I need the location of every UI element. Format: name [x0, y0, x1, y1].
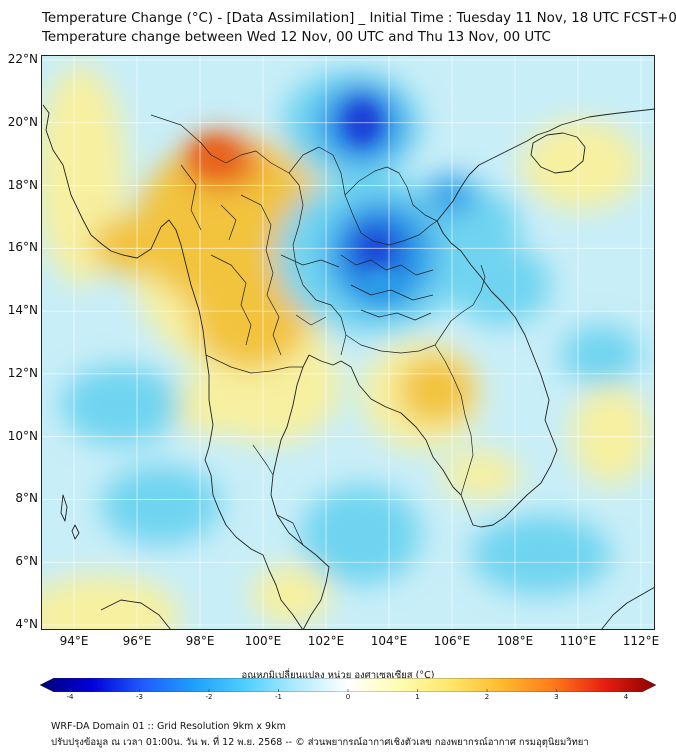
lon-label: 102°E: [307, 634, 345, 648]
lon-label: 104°E: [370, 634, 408, 648]
lon-label: 100°E: [244, 634, 282, 648]
lat-label: 4°N: [15, 617, 38, 631]
lon-label: 98°E: [185, 634, 215, 648]
colorbar-tick-label: -2: [205, 693, 213, 701]
lat-label: 18°N: [7, 177, 38, 192]
colorbar-tick-label: 0: [345, 693, 351, 701]
colorbar-tick-label: -1: [275, 693, 282, 701]
lat-label: 20°N: [7, 114, 38, 129]
lon-label: 96°E: [122, 634, 152, 648]
cold-core-isan: [361, 270, 401, 300]
coastlines: [42, 104, 655, 630]
colorbar-tick-label: 2: [484, 693, 490, 701]
colorbar-scale: [40, 678, 656, 692]
lat-label: 8°N: [15, 491, 38, 506]
lat-label: 12°N: [7, 365, 38, 380]
colorbar-tick-label: 3: [554, 693, 559, 701]
temperature-change-map: [41, 55, 655, 630]
lat-label: 22°N: [7, 52, 38, 66]
lat-label: 14°N: [7, 303, 38, 318]
lon-label: 106°E: [433, 634, 471, 648]
lat-label: 10°N: [7, 428, 38, 443]
lon-label: 94°E: [59, 634, 89, 648]
lat-label: 6°N: [15, 554, 38, 569]
colorbar-title: อุณหภูมิเปลี่ยนแปลง หน่วย องศาเซลเซียส (…: [241, 670, 435, 681]
chart-title-line2: Temperature change between Wed 12 Nov, 0…: [42, 30, 551, 45]
colorbar-tick-label: -4: [66, 693, 74, 701]
colorbar-tick-marks: [69, 689, 627, 692]
lon-label: 112°E: [622, 634, 660, 648]
colorbar-tick-label: 1: [415, 693, 420, 701]
footer-model-info: WRF-DA Domain 01 :: Grid Resolution 9km …: [51, 721, 286, 732]
map-frame: [41, 55, 655, 630]
warm-core-myanmar: [195, 141, 231, 169]
colorbar-tick-label: -3: [136, 693, 143, 701]
graticule: [41, 55, 655, 630]
colorbar: [40, 678, 656, 692]
chart-title-line1: Temperature Change (°C) - [Data Assimila…: [42, 11, 676, 26]
admin-borders: [150, 114, 486, 546]
lat-label: 16°N: [7, 240, 38, 255]
lon-label: 110°E: [559, 634, 597, 648]
lon-label: 108°E: [496, 634, 534, 648]
footer-credit: ปรับปรุงข้อมูล ณ เวลา 01:00น. วัน พ. ที่…: [51, 737, 589, 748]
map-canvas: [41, 55, 655, 630]
colorbar-tick-label: 4: [623, 693, 629, 701]
